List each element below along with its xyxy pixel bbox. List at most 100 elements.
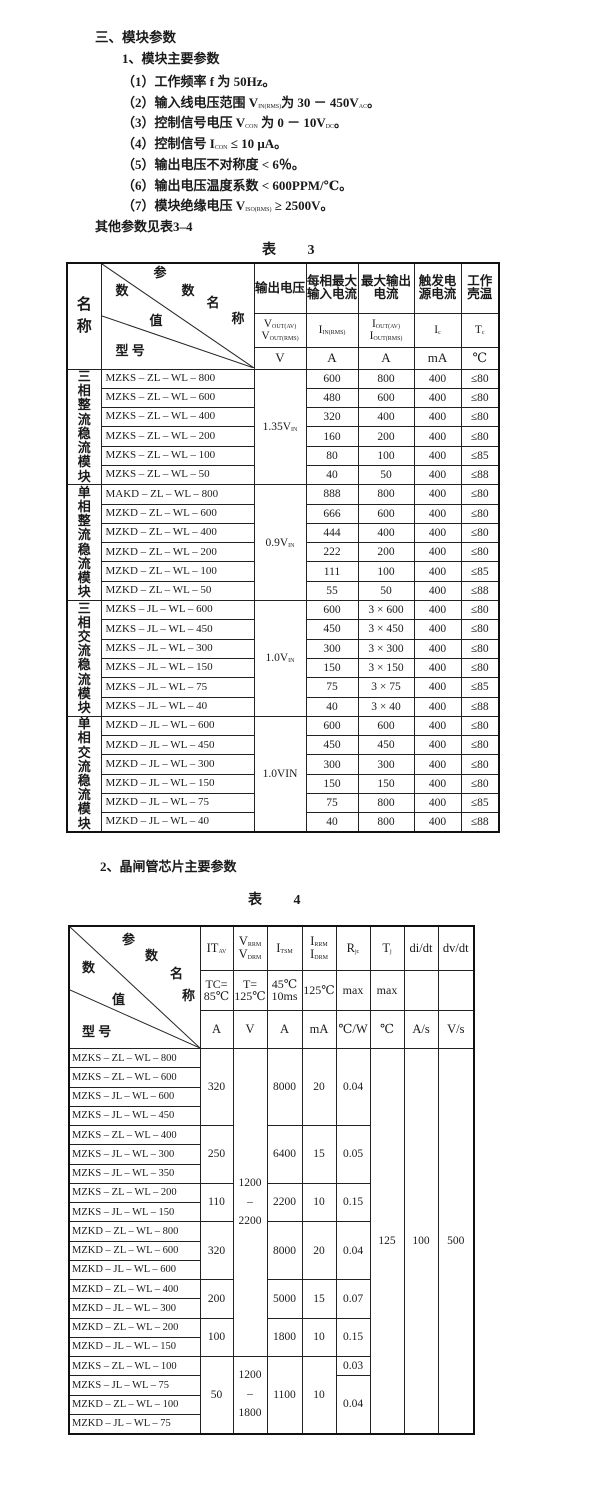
condition-cell — [437, 969, 475, 1011]
symbol-cell: Rjc — [335, 925, 371, 971]
value-cell: 666 — [305, 503, 359, 524]
symbol-sub: TSM — [280, 948, 293, 955]
value-cell: 20 — [301, 1221, 337, 1280]
value-cell: 400 — [413, 542, 462, 563]
symbol: Ic — [415, 324, 460, 336]
symbol: Rjc — [337, 941, 369, 955]
value-cell: 400 — [413, 657, 462, 679]
value-cell: 1200 – 1800 — [232, 1356, 268, 1434]
value-cell: 400 — [413, 812, 462, 833]
symbol-sub: RRM — [314, 942, 328, 949]
symbol-main: I — [371, 317, 376, 330]
output-voltage-value: 1.35V — [262, 420, 292, 433]
value-cell: 320 — [305, 407, 359, 428]
output-voltage-value: 0.9V — [265, 536, 289, 549]
value-cell: 800 — [357, 793, 415, 814]
symbol-sub: AV — [218, 948, 227, 955]
symbol-sub: DRM — [314, 955, 328, 962]
value-cell: 3 × 40 — [357, 696, 415, 717]
diagonal-header: 参数名称数值型 号 — [70, 927, 199, 1048]
diagonal-lines — [102, 264, 253, 368]
model-cell: MZKS – ZL – WL – 100 — [100, 445, 255, 466]
parameter-item: （2）输入线电压范围 VIN(RMS)为 30 － 450VAC。 — [122, 92, 380, 111]
value-cell: 150 — [305, 773, 359, 795]
other-params-note: 其他参数见表3–4 — [95, 219, 193, 234]
value-cell: ≤80 — [460, 368, 500, 389]
diagonal-line — [102, 264, 253, 368]
value-cell: 3 × 450 — [357, 619, 415, 640]
value-cell: 50 — [357, 580, 415, 602]
corner-header: 参数名称 数值型 号 — [100, 262, 255, 370]
symbol: VRRM — [234, 934, 266, 948]
value-cell: 480 — [305, 387, 359, 409]
header-row: 名称 参数名称 数值型 号 输出电压 每相最大输入电流 最大输出电流 触发电源电流 工作壳温 — [66, 262, 500, 370]
symbol-main: I — [310, 934, 315, 949]
condition-cell: 125℃ — [301, 969, 337, 1011]
symbol-sub: j — [389, 948, 392, 955]
condition-text: 45℃ — [271, 976, 298, 991]
model-cell: MZKD – ZL – WL – 600 — [68, 1240, 201, 1261]
condition-text: T= — [242, 976, 258, 991]
value-cell: ≤80 — [460, 387, 500, 409]
diagonal-header: 参数名称数值型 号 — [102, 264, 253, 368]
value-cell: 400 — [413, 715, 462, 737]
symbol-cell: IOUT(AV) IOUT(RMS) — [357, 312, 415, 348]
module-type: 三相交流稳流模块 — [66, 600, 102, 717]
value-cell: ≤80 — [460, 407, 500, 428]
value-cell: 0.05 — [335, 1125, 371, 1184]
subsection-title-2: 2、晶闸管芯片主要参数 — [100, 859, 237, 874]
symbol-sub: c — [438, 329, 441, 336]
value-cell: 0.15 — [335, 1182, 371, 1223]
value-cell: 111 — [305, 561, 359, 582]
value-cell: ≤80 — [460, 657, 500, 679]
value-cell: 300 — [305, 638, 359, 659]
value-cell: ≤80 — [460, 735, 500, 756]
value-cell: 400 — [357, 407, 415, 428]
symbol-main: di/dt — [409, 940, 433, 955]
table-row: MZKS – JL – WL – 450 450 3 × 450 400 ≤80 — [67, 619, 500, 640]
table-row: MZKS – ZL – WL – 50 40 50 400 ≤88 — [67, 464, 500, 486]
value-cell: 400 — [413, 754, 462, 775]
unit-cell: ℃ — [460, 346, 500, 370]
value-cell: 400 — [413, 426, 462, 447]
subsection-title: 1、模块主要参数 — [122, 51, 220, 66]
output-voltage: 1.0VIN — [253, 600, 307, 717]
unit-cell: A/s — [403, 1009, 439, 1050]
header-row: 参数名称数值型 号 ITAV VRRM VDRM ITSM IRRM IDRM Rjc Tj di… — [68, 925, 475, 1049]
model-cell: MZKS – JL – WL – 600 — [68, 1086, 201, 1107]
value-cell: ≤85 — [460, 561, 500, 582]
parameter-item: （4）控制信号 ICON ≤ 10 μA。 — [122, 133, 287, 152]
value-cell: 150 — [305, 657, 359, 679]
value-cell: 300 — [305, 754, 359, 775]
output-voltage: 0.9VIN — [253, 484, 307, 602]
value-cell: 400 — [413, 600, 462, 621]
diagonal-line — [70, 989, 199, 1048]
value-cell: 600 — [305, 368, 359, 389]
value-cell: 800 — [357, 368, 415, 389]
corner-label-model: 型 号 — [82, 1024, 112, 1039]
value-cell: 320 — [199, 1221, 234, 1280]
symbol-main: I — [369, 330, 374, 342]
symbol-main: V — [263, 317, 273, 330]
corner-label-name_b: 称 — [182, 988, 196, 1003]
unit-cell: V — [253, 346, 307, 370]
corner-label-name_a: 名 — [206, 295, 220, 311]
module-type: 单相交流稳流模块 — [66, 715, 102, 833]
table-row: MZKS – ZL – WL – 200 110 2200 10 0.15 — [68, 1182, 474, 1223]
table-row: MZKS – JL – WL – 300 300 3 × 300 400 ≤80 — [67, 638, 500, 659]
symbol-cell: VOUT(AV) VOUT(RMS) — [253, 312, 307, 348]
column-header: 触发电源电流 — [413, 262, 462, 314]
value-cell: 400 — [413, 445, 462, 466]
value-cell: 400 — [413, 368, 462, 389]
value-cell: ≤88 — [460, 580, 500, 602]
value-cell: 40 — [305, 464, 359, 486]
value-cell: ≤80 — [460, 484, 500, 505]
value-cell: ≤80 — [460, 638, 500, 659]
param-text: （2）输入线电压范围 V — [122, 94, 259, 110]
symbol-cell: IIN(RMS) — [305, 312, 359, 348]
symbol-main: I — [318, 323, 323, 336]
table-row: MZKD – JL – WL – 450 450 450 400 ≤80 — [67, 735, 500, 756]
condition-text: 85℃ — [203, 989, 230, 1004]
value-cell: ≤80 — [460, 600, 500, 621]
value-cell: 110 — [199, 1182, 234, 1223]
